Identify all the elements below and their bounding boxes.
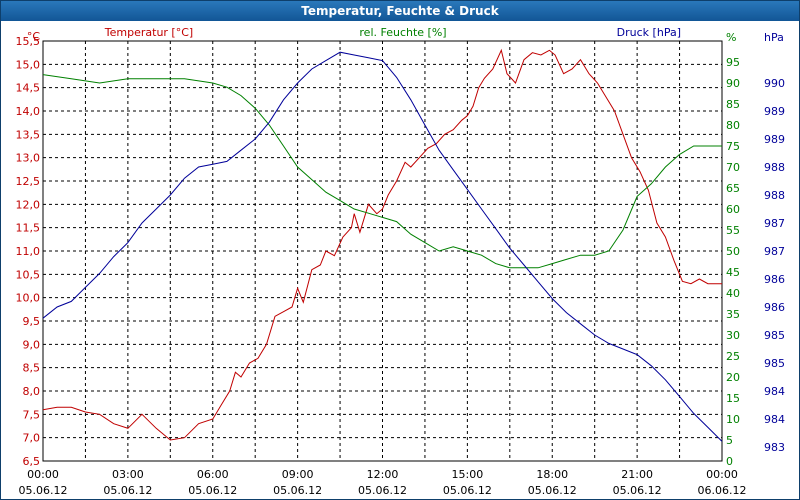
temperature-tick-label: 14,0 [16,105,41,118]
x-tick-date-label: 05.06.12 [358,484,407,497]
chart-canvas: 6,5 7,0 7,5 8,0 8,5 9,0 9,5 10,0 10,5 11,0 11,5 12,… [16,26,786,497]
pressure-tick-label: 988 [764,189,785,202]
x-tick-date-label: 06.06.12 [698,484,747,497]
temperature-tick-label: 8,5 [23,362,41,375]
temperature-tick-label: 13,0 [16,152,41,165]
pressure-tick-label: 985 [764,357,785,370]
pressure-unit-label: hPa [764,31,784,44]
temperature-tick-label: 9,5 [23,315,41,328]
x-tick-date-label: 05.06.12 [19,484,68,497]
temperature-axis-title: Temperatur [°C] [104,26,193,39]
temperature-tick-label: 15,0 [16,58,41,71]
temperature-tick-label: 13,5 [16,128,41,141]
humidity-tick-label: 70 [726,161,740,174]
series-line-temperature [42,48,722,441]
humidity-tick-label: 65 [726,182,740,195]
x-tick-time-label: 00:00 [706,468,738,481]
humidity-unit-label: % [726,31,736,44]
temperature-tick-label: 12,5 [16,175,41,188]
series-layer [42,48,723,442]
humidity-tick-label: 35 [726,308,740,321]
pressure-tick-label: 984 [764,385,785,398]
humidity-axis-title: rel. Feuchte [%] [359,26,446,39]
temperature-tick-label: 10,5 [16,268,41,281]
humidity-tick-label: 55 [726,224,740,237]
pressure-tick-label: 983 [764,441,785,454]
x-tick-date-label: 05.06.12 [273,484,322,497]
temperature-tick-label: 8,0 [23,385,41,398]
temperature-tick-label: 11,5 [16,222,41,235]
series-line-pressure [42,51,723,442]
grid [43,41,722,461]
humidity-tick-label: 20 [726,371,740,384]
humidity-tick-label: 10 [726,413,740,426]
humidity-tick-label: 50 [726,245,740,258]
axis-labels: 6,5 7,0 7,5 8,0 8,5 9,0 9,5 10,0 10,5 11,0 11,5 12,… [16,26,786,497]
humidity-tick-label: 90 [726,77,740,90]
x-tick-time-label: 15:00 [452,468,484,481]
temperature-tick-label: 11,0 [16,245,41,258]
pressure-tick-label: 987 [764,245,785,258]
pressure-tick-label: 989 [764,105,785,118]
x-tick-date-label: 05.06.12 [613,484,662,497]
temperature-tick-label: 10,0 [16,292,41,305]
pressure-tick-label: 990 [764,77,785,90]
plot-area [42,40,723,462]
humidity-tick-label: 95 [726,56,740,69]
humidity-tick-label: 75 [726,140,740,153]
humidity-tick-label: 25 [726,350,740,363]
humidity-tick-label: 45 [726,266,740,279]
humidity-tick-label: 15 [726,392,740,405]
pressure-tick-label: 987 [764,217,785,230]
temperature-unit-label: °C [27,30,41,43]
pressure-tick-label: 986 [764,301,785,314]
x-tick-time-label: 18:00 [536,468,568,481]
humidity-tick-label: 5 [726,434,733,447]
x-tick-date-label: 05.06.12 [528,484,577,497]
chart-title: Temperatur, Feuchte & Druck [1,1,799,21]
humidity-tick-label: 30 [726,329,740,342]
x-tick-time-label: 03:00 [112,468,144,481]
temperature-tick-label: 9,0 [23,338,41,351]
pressure-axis-title: Druck [hPa] [617,26,681,39]
humidity-tick-label: 85 [726,98,740,111]
temperature-tick-label: 15,5 [16,35,41,48]
x-tick-time-label: 12:00 [367,468,399,481]
humidity-tick-label: 0 [726,455,733,468]
x-tick-time-label: 00:00 [27,468,59,481]
temperature-tick-label: 6,5 [23,455,41,468]
pressure-tick-label: 989 [764,133,785,146]
x-tick-time-label: 06:00 [197,468,229,481]
pressure-tick-label: 986 [764,273,785,286]
temperature-tick-label: 12,0 [16,198,41,211]
x-tick-date-label: 05.06.12 [188,484,237,497]
x-tick-date-label: 05.06.12 [443,484,492,497]
pressure-tick-label: 985 [764,329,785,342]
pressure-tick-label: 984 [764,413,785,426]
temperature-tick-label: 7,5 [23,408,41,421]
x-tick-time-label: 21:00 [621,468,653,481]
series-line-humidity [42,74,722,269]
pressure-tick-label: 988 [764,161,785,174]
humidity-tick-label: 40 [726,287,740,300]
humidity-tick-label: 80 [726,119,740,132]
temperature-tick-label: 7,0 [23,432,41,445]
humidity-tick-label: 60 [726,203,740,216]
temperature-tick-label: 14,5 [16,82,41,95]
x-tick-date-label: 05.06.12 [103,484,152,497]
x-tick-time-label: 09:00 [282,468,314,481]
